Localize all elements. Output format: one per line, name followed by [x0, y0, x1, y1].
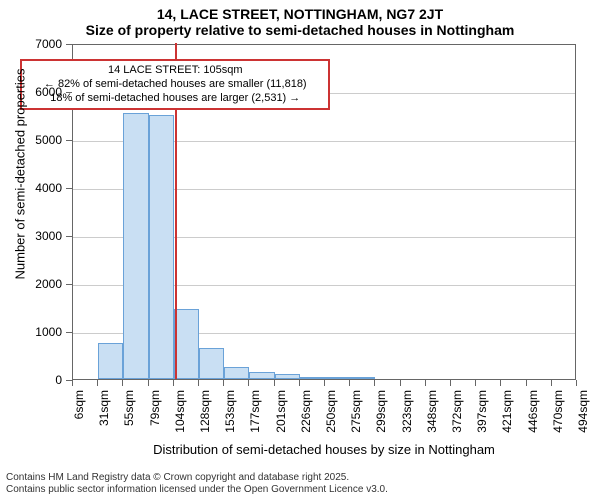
chart-title-block: 14, LACE STREET, NOTTINGHAM, NG7 2JT Siz… [0, 0, 600, 38]
x-tick-label: 446sqm [526, 390, 540, 440]
footer-attribution: Contains HM Land Registry data © Crown c… [6, 472, 388, 496]
title-line2: Size of property relative to semi-detach… [0, 22, 600, 38]
x-tick-label: 55sqm [122, 390, 136, 440]
x-tick [97, 380, 98, 386]
x-tick [122, 380, 123, 386]
x-tick [400, 380, 401, 386]
callout-line1: 14 LACE STREET: 105sqm [26, 64, 324, 78]
x-tick [500, 380, 501, 386]
x-tick-label: 250sqm [324, 390, 338, 440]
x-tick-label: 470sqm [551, 390, 565, 440]
histogram-bar [300, 377, 325, 379]
x-tick [526, 380, 527, 386]
x-tick-label: 421sqm [500, 390, 514, 440]
y-tick [66, 140, 72, 141]
x-tick-label: 104sqm [173, 390, 187, 440]
x-tick-label: 79sqm [148, 390, 162, 440]
title-line1: 14, LACE STREET, NOTTINGHAM, NG7 2JT [0, 6, 600, 22]
x-tick [425, 380, 426, 386]
x-tick-label: 31sqm [97, 390, 111, 440]
footer-line1: Contains HM Land Registry data © Crown c… [6, 472, 388, 484]
x-tick-label: 201sqm [274, 390, 288, 440]
x-tick [173, 380, 174, 386]
y-axis-label: Number of semi-detached properties [13, 140, 28, 280]
x-tick [374, 380, 375, 386]
x-tick [248, 380, 249, 386]
y-tick-label: 5000 [0, 133, 62, 147]
x-tick-label: 275sqm [349, 390, 363, 440]
x-tick [223, 380, 224, 386]
footer-line2: Contains public sector information licen… [6, 484, 388, 496]
callout-line3: 18% of semi-detached houses are larger (… [26, 92, 324, 106]
y-tick-label: 3000 [0, 229, 62, 243]
x-tick [475, 380, 476, 386]
histogram-bar [350, 377, 375, 379]
y-tick [66, 92, 72, 93]
x-tick-label: 153sqm [223, 390, 237, 440]
callout-box: 14 LACE STREET: 105sqm← 82% of semi-deta… [20, 59, 330, 110]
x-tick-label: 299sqm [374, 390, 388, 440]
y-tick-label: 0 [0, 373, 62, 387]
x-tick-label: 494sqm [576, 390, 590, 440]
histogram-bar [249, 372, 274, 379]
x-tick-label: 128sqm [198, 390, 212, 440]
x-tick [576, 380, 577, 386]
histogram-bar [174, 309, 199, 379]
y-tick [66, 236, 72, 237]
x-tick-label: 226sqm [299, 390, 313, 440]
histogram-bar [224, 367, 249, 379]
y-tick [66, 44, 72, 45]
y-tick-label: 6000 [0, 85, 62, 99]
x-tick [349, 380, 350, 386]
y-tick-label: 1000 [0, 325, 62, 339]
x-tick-label: 6sqm [72, 390, 86, 440]
x-tick [274, 380, 275, 386]
y-tick [66, 188, 72, 189]
x-tick-label: 397sqm [475, 390, 489, 440]
histogram-bar [199, 348, 224, 379]
callout-line2: ← 82% of semi-detached houses are smalle… [26, 78, 324, 92]
y-tick-label: 7000 [0, 37, 62, 51]
y-tick-label: 2000 [0, 277, 62, 291]
x-tick [148, 380, 149, 386]
x-tick [324, 380, 325, 386]
chart-plot-area: 14 LACE STREET: 105sqm← 82% of semi-deta… [72, 44, 576, 380]
histogram-bar [149, 115, 174, 379]
x-axis-label: Distribution of semi-detached houses by … [72, 442, 576, 457]
x-tick [198, 380, 199, 386]
x-tick-label: 323sqm [400, 390, 414, 440]
y-tick [66, 284, 72, 285]
x-tick-label: 348sqm [425, 390, 439, 440]
histogram-bar [275, 374, 300, 379]
histogram-bar [325, 377, 350, 379]
x-tick-label: 177sqm [248, 390, 262, 440]
histogram-bar [123, 113, 148, 379]
histogram-bar [98, 343, 123, 379]
y-tick-label: 4000 [0, 181, 62, 195]
x-tick-label: 372sqm [450, 390, 464, 440]
x-tick [551, 380, 552, 386]
y-tick [66, 332, 72, 333]
x-tick [299, 380, 300, 386]
x-tick [450, 380, 451, 386]
x-tick [72, 380, 73, 386]
